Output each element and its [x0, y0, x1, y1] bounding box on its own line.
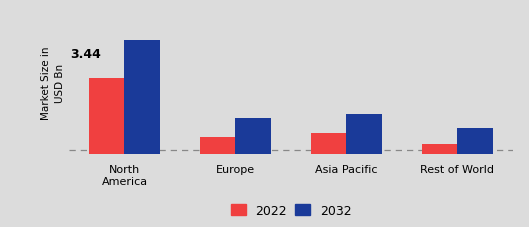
- Text: 3.44: 3.44: [70, 48, 101, 61]
- Legend: 2022, 2032: 2022, 2032: [231, 204, 351, 217]
- Bar: [89, 79, 124, 196]
- Bar: [124, 41, 160, 196]
- Bar: [458, 128, 493, 196]
- Bar: [235, 118, 271, 196]
- Bar: [311, 134, 346, 196]
- Bar: [200, 137, 235, 196]
- Bar: [346, 115, 382, 196]
- Y-axis label: Market Size in
USD Bn: Market Size in USD Bn: [41, 46, 65, 119]
- Bar: [422, 144, 458, 196]
